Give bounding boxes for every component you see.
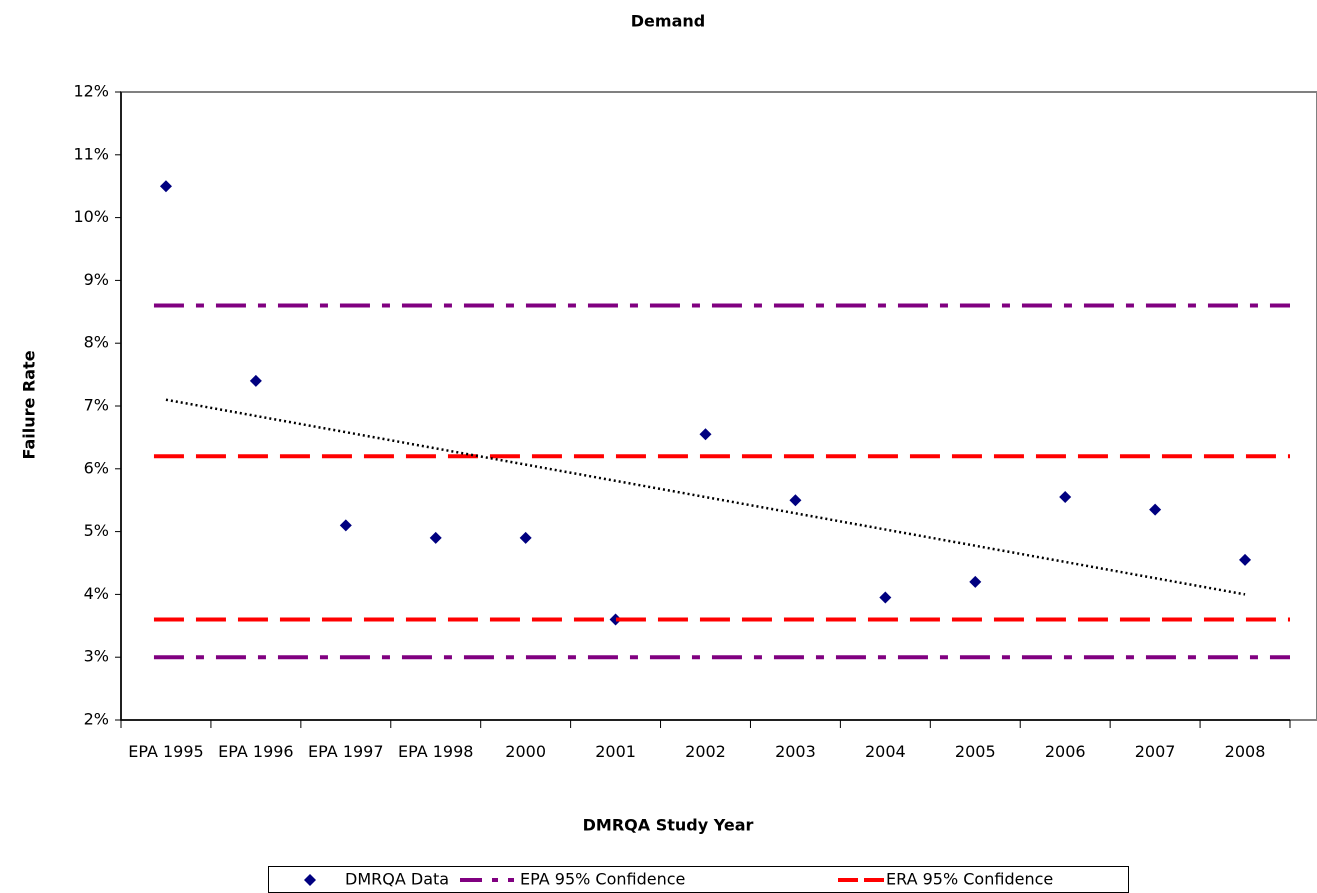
legend-label: DMRQA Data bbox=[345, 870, 449, 889]
data-point bbox=[1149, 503, 1162, 516]
x-tick-label: EPA 1995 bbox=[128, 742, 204, 761]
y-tick-label: 9% bbox=[84, 270, 109, 289]
data-point bbox=[519, 531, 532, 544]
data-point bbox=[339, 519, 352, 532]
y-tick-label: 6% bbox=[84, 458, 109, 477]
chart-title: Demand bbox=[631, 12, 705, 31]
data-point bbox=[1239, 553, 1252, 566]
y-tick-label: 10% bbox=[73, 207, 109, 226]
x-tick-label: 2002 bbox=[685, 742, 726, 761]
plot-area bbox=[120, 91, 1317, 721]
x-tick-label: 2004 bbox=[864, 742, 906, 761]
y-tick-label: 8% bbox=[84, 333, 109, 352]
data-point bbox=[609, 613, 622, 626]
data-point bbox=[429, 531, 442, 544]
legend-label: ERA 95% Confidence bbox=[886, 870, 1053, 889]
legend-marker bbox=[304, 874, 316, 886]
x-tick-label: EPA 1996 bbox=[218, 742, 294, 761]
y-tick-label: 7% bbox=[84, 396, 109, 415]
data-point bbox=[879, 591, 892, 604]
x-tick-label: 2005 bbox=[954, 742, 996, 761]
data-point bbox=[699, 428, 712, 441]
y-tick-label: 12% bbox=[73, 82, 109, 101]
data-point bbox=[249, 374, 262, 387]
x-tick-label: EPA 1997 bbox=[308, 742, 384, 761]
x-tick-label: EPA 1998 bbox=[397, 742, 474, 761]
data-point bbox=[789, 494, 802, 507]
x-tick-label: 2006 bbox=[1044, 742, 1086, 761]
x-tick-label: 2003 bbox=[775, 742, 816, 761]
y-tick-label: 11% bbox=[73, 144, 109, 163]
y-axis-label: Failure Rate bbox=[20, 350, 39, 459]
x-tick-label: 2007 bbox=[1134, 742, 1176, 761]
x-tick-label: 2001 bbox=[595, 742, 636, 761]
x-axis-label: DMRQA Study Year bbox=[583, 816, 754, 835]
y-tick-label: 5% bbox=[84, 521, 109, 540]
x-tick-label: 2008 bbox=[1224, 742, 1266, 761]
legend-box bbox=[268, 866, 1129, 893]
data-point bbox=[969, 575, 982, 588]
x-tick-label: 2000 bbox=[505, 742, 546, 761]
legend-label: EPA 95% Confidence bbox=[520, 870, 685, 889]
y-tick-label: 2% bbox=[84, 710, 109, 729]
data-point bbox=[1059, 491, 1072, 504]
y-tick-label: 4% bbox=[84, 584, 109, 603]
data-point bbox=[159, 180, 172, 193]
y-tick-label: 3% bbox=[84, 647, 109, 666]
